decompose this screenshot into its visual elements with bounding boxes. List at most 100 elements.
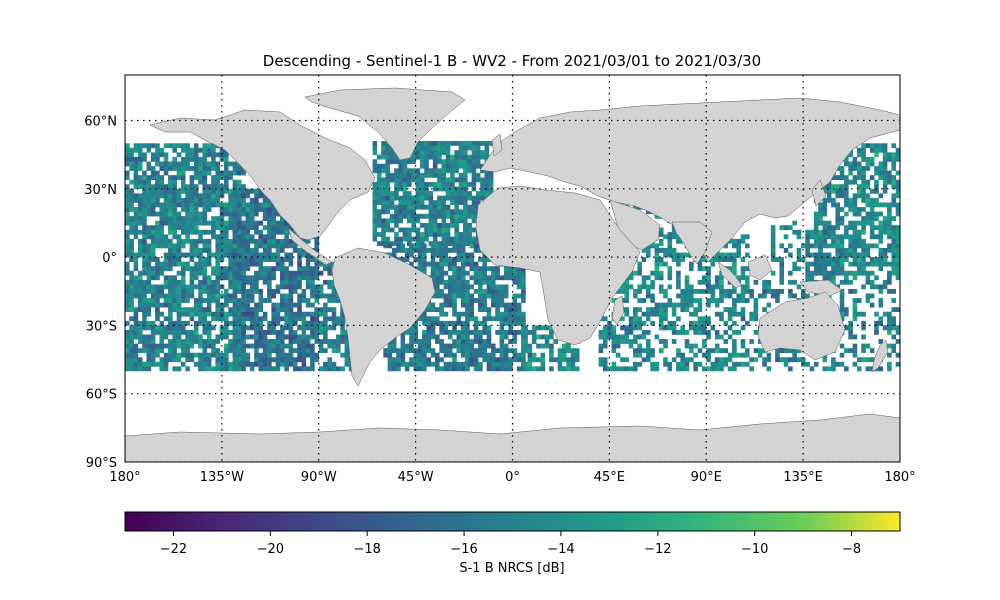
nrcs-cell	[805, 261, 810, 267]
nrcs-cell	[839, 188, 845, 194]
nrcs-cell	[865, 270, 871, 276]
nrcs-cell	[137, 147, 143, 153]
nrcs-cell	[658, 288, 664, 294]
nrcs-cell	[292, 248, 298, 253]
nrcs-cell	[323, 366, 328, 372]
nrcs-cell	[133, 143, 139, 149]
nrcs-cell	[241, 248, 246, 253]
nrcs-cell	[826, 252, 832, 258]
nrcs-cell	[267, 216, 272, 221]
longitude-tick-label: 90°E	[691, 470, 722, 485]
nrcs-cell	[202, 329, 208, 335]
nrcs-cell	[398, 186, 404, 192]
nrcs-cell	[142, 184, 147, 190]
nrcs-cell	[428, 218, 434, 224]
nrcs-cell	[415, 154, 421, 160]
nrcs-cell	[452, 298, 457, 303]
nrcs-cell	[861, 284, 866, 290]
nrcs-cell	[805, 266, 810, 272]
nrcs-cell	[861, 252, 866, 258]
nrcs-cell	[168, 357, 173, 363]
nrcs-cell	[305, 320, 311, 326]
nrcs-cell	[521, 293, 526, 299]
nrcs-cell	[714, 361, 720, 367]
nrcs-cell	[163, 220, 169, 226]
nrcs-cell	[176, 279, 182, 285]
colorbar: −22 −20 −18 −16 −14 −12 −10 −8 S-1 B NRCS [dB]	[124, 511, 901, 576]
nrcs-cell	[150, 298, 156, 303]
nrcs-cell	[301, 366, 307, 372]
nrcs-cell	[372, 163, 378, 169]
nrcs-cell	[869, 211, 875, 217]
nrcs-cell	[142, 343, 147, 349]
nrcs-cell	[163, 238, 169, 244]
nrcs-cell	[473, 352, 479, 358]
nrcs-cell	[245, 229, 251, 235]
nrcs-cell	[215, 293, 221, 299]
nrcs-cell	[245, 216, 251, 221]
nrcs-cell	[508, 307, 513, 313]
nrcs-cell	[484, 181, 490, 187]
nrcs-cell	[557, 361, 563, 367]
nrcs-cell	[462, 213, 468, 219]
nrcs-cell	[839, 288, 845, 294]
nrcs-cell	[314, 288, 320, 294]
nrcs-cell	[813, 252, 819, 258]
nrcs-cell	[193, 229, 199, 235]
nrcs-cell	[437, 209, 442, 215]
nrcs-cell	[856, 261, 862, 267]
nrcs-cell	[310, 357, 315, 363]
nrcs-cell	[844, 252, 849, 258]
nrcs-cell	[454, 209, 459, 215]
nrcs-cell	[624, 307, 630, 313]
japan	[811, 179, 827, 207]
nrcs-cell	[284, 352, 289, 358]
nrcs-cell	[445, 186, 451, 192]
latitude-tick-label: 90°S	[86, 456, 117, 471]
nrcs-cell	[258, 334, 264, 340]
nrcs-cell	[198, 248, 203, 253]
nrcs-cell	[180, 348, 186, 354]
nrcs-cell	[693, 329, 698, 335]
nrcs-cell	[137, 302, 143, 308]
nrcs-cell	[155, 193, 160, 199]
nrcs-cell	[727, 311, 733, 317]
nrcs-cell	[486, 257, 492, 262]
nrcs-cell	[193, 302, 199, 308]
nrcs-cell	[460, 284, 466, 290]
nrcs-cell	[469, 284, 475, 290]
nrcs-cell	[650, 279, 655, 285]
nrcs-cell	[813, 211, 819, 217]
nrcs-cell	[193, 284, 199, 290]
nrcs-cell	[503, 284, 509, 290]
nrcs-cell	[228, 211, 233, 217]
nrcs-cell	[435, 293, 440, 299]
nrcs-cell	[292, 316, 298, 322]
nrcs-cell	[424, 236, 429, 242]
nrcs-cell	[471, 200, 477, 206]
nrcs-cell	[241, 329, 246, 335]
nrcs-cell	[654, 257, 660, 262]
nrcs-cell	[818, 266, 823, 272]
nrcs-cell	[133, 156, 139, 162]
nrcs-cell	[245, 275, 251, 281]
nrcs-cell	[228, 329, 233, 335]
nrcs-cell	[895, 188, 900, 194]
nrcs-cell	[155, 270, 160, 276]
nrcs-cell	[236, 352, 242, 358]
nrcs-cell	[189, 211, 195, 217]
nrcs-cell	[512, 298, 518, 303]
nrcs-cell	[284, 311, 289, 317]
nrcs-cell	[458, 232, 464, 237]
nrcs-cell	[878, 211, 884, 217]
nrcs-cell	[467, 213, 472, 219]
nrcs-cell	[469, 243, 475, 249]
nrcs-cell	[852, 361, 858, 367]
nrcs-cell	[125, 161, 130, 167]
nrcs-cell	[826, 184, 832, 190]
nrcs-cell	[133, 170, 139, 176]
nrcs-cell	[271, 343, 276, 349]
nrcs-cell	[441, 172, 447, 178]
nrcs-cell	[297, 261, 302, 267]
nrcs-cell	[878, 234, 884, 240]
